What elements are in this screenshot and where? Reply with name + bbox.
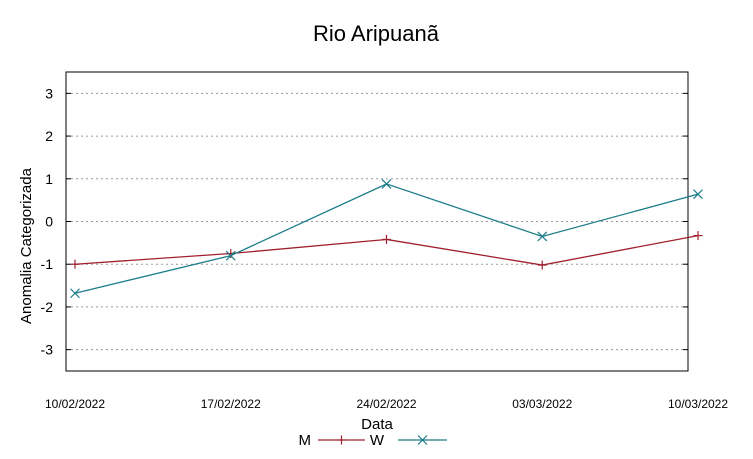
marker-stroke [537, 231, 548, 242]
y-axis-ticks: 3 2 1 0 -1 -2 -3 [41, 85, 688, 358]
x-tick-label: 17/02/2022 [201, 397, 261, 411]
data-point [382, 234, 391, 244]
data-point [693, 231, 703, 241]
chart-title: Rio Aripuanã [313, 21, 440, 46]
y-tick-label: 2 [45, 128, 53, 144]
x-axis-label: Data [361, 416, 393, 433]
legend-marker [337, 435, 346, 445]
y-tick-label: 0 [45, 214, 53, 230]
x-axis-ticks: 10/02/2022 17/02/2022 24/02/2022 03/03/2022… [45, 397, 728, 411]
marker-stroke [693, 189, 703, 200]
x-tick-label: 10/03/2022 [668, 397, 728, 411]
marker-stroke [70, 288, 80, 299]
y-axis-label: Anomalia Categorizada [18, 167, 35, 324]
y-tick-label: -2 [41, 299, 54, 315]
marker-stroke [381, 178, 392, 189]
legend-marker [417, 435, 428, 445]
data-point [537, 231, 548, 242]
series-M [70, 231, 703, 270]
marker-stroke [225, 250, 236, 261]
legend-label: W [370, 432, 385, 449]
data-point [70, 259, 80, 269]
y-tick-label: -3 [41, 342, 54, 358]
legend-label: M [299, 432, 312, 449]
data-point [226, 249, 236, 259]
data-point [693, 189, 703, 200]
grid-lines [66, 92, 688, 351]
y-tick-label: 1 [45, 171, 53, 187]
x-tick-label: 24/02/2022 [356, 397, 416, 411]
data-point [70, 288, 80, 299]
series [70, 178, 703, 299]
series-W [70, 178, 703, 299]
data-point [381, 178, 392, 189]
x-tick-label: 10/02/2022 [45, 397, 105, 411]
x-tick-label: 03/03/2022 [512, 397, 572, 411]
data-point [225, 250, 236, 261]
data-point [537, 260, 547, 270]
y-tick-label: 3 [45, 85, 53, 101]
marker-stroke [417, 435, 428, 445]
y-tick-label: -1 [41, 256, 54, 272]
